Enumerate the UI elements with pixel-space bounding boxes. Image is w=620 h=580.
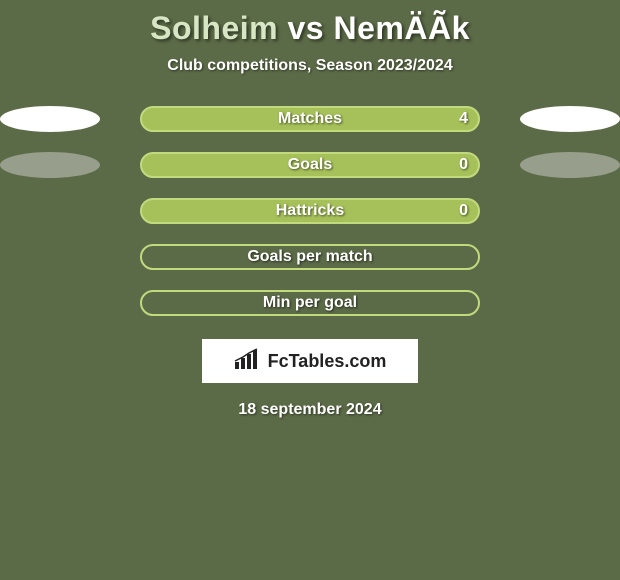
title: Solheim vs NemÄÃk <box>150 10 470 47</box>
player2-name: NemÄÃk <box>333 10 469 46</box>
stat-label: Goals per match <box>247 248 372 266</box>
vs-label: vs <box>288 10 325 46</box>
stat-label: Hattricks <box>276 202 344 220</box>
right-ellipse <box>520 152 620 178</box>
stat-bar: Goals 0 <box>140 152 480 178</box>
right-ellipse <box>520 106 620 132</box>
logo-chart-icon <box>234 348 262 375</box>
stat-label: Matches <box>278 110 342 128</box>
subtitle: Club competitions, Season 2023/2024 <box>167 57 452 75</box>
left-ellipse <box>0 106 100 132</box>
stat-bar: Matches 4 <box>140 106 480 132</box>
left-ellipse <box>0 152 100 178</box>
stat-row: Hattricks 0 <box>0 197 620 225</box>
stat-value-right: 4 <box>459 110 468 128</box>
stat-row: Goals 0 <box>0 151 620 179</box>
stat-bar: Min per goal <box>140 290 480 316</box>
stat-label: Goals <box>288 156 332 174</box>
stat-row: Matches 4 <box>0 105 620 133</box>
stat-label: Min per goal <box>263 294 357 312</box>
logo-text: FcTables.com <box>268 351 387 372</box>
stat-row: Min per goal <box>0 289 620 317</box>
stat-row: Goals per match <box>0 243 620 271</box>
stats-card: Solheim vs NemÄÃk Club competitions, Sea… <box>0 0 620 419</box>
stat-rows: Matches 4 Goals 0 Hattricks 0 Goals per match M… <box>0 105 620 317</box>
stat-bar: Hattricks 0 <box>140 198 480 224</box>
stat-value-right: 0 <box>459 202 468 220</box>
date-label: 18 september 2024 <box>238 401 381 419</box>
logo-box[interactable]: FcTables.com <box>202 339 418 383</box>
stat-value-right: 0 <box>459 156 468 174</box>
player1-name: Solheim <box>150 10 278 46</box>
stat-bar: Goals per match <box>140 244 480 270</box>
